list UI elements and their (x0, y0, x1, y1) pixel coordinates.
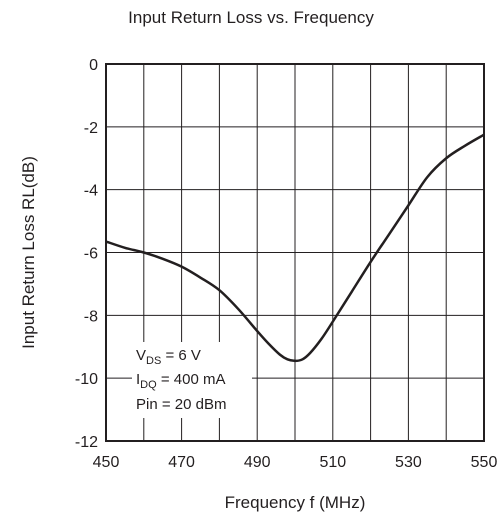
x-tick-label: 550 (471, 454, 498, 471)
x-tick-label: 530 (395, 454, 422, 471)
y-tick-label: -12 (75, 434, 98, 451)
idq-annotation: IDQ = 400 mA (136, 371, 225, 391)
chart-title: Input Return Loss vs. Frequency (128, 8, 374, 27)
tick-labels: 450 470 490 510 530 550 0 -2 -4 -6 -8 -10 -12 (75, 57, 498, 471)
plot-frame (105, 63, 485, 442)
y-tick-label: -8 (84, 308, 98, 325)
y-tick-label: 0 (89, 57, 98, 74)
x-tick-label: 470 (168, 454, 195, 471)
x-tick-label: 510 (319, 454, 346, 471)
y-tick-label: -6 (84, 246, 98, 263)
pin-annotation: Pin = 20 dBm (136, 396, 226, 413)
y-tick-label: -10 (75, 371, 98, 388)
annotation-background (132, 342, 252, 418)
y-tick-label: -4 (84, 183, 98, 200)
x-axis-label: Frequency f (MHz) (225, 493, 366, 512)
y-axis-label: Input Return Loss RL(dB) (19, 156, 38, 349)
return-loss-curve (105, 133, 485, 363)
x-tick-label: 490 (244, 454, 271, 471)
y-tick-label: -2 (84, 120, 98, 137)
vds-annotation: VDS = 6 V (136, 347, 201, 367)
x-tick-label: 450 (93, 454, 120, 471)
